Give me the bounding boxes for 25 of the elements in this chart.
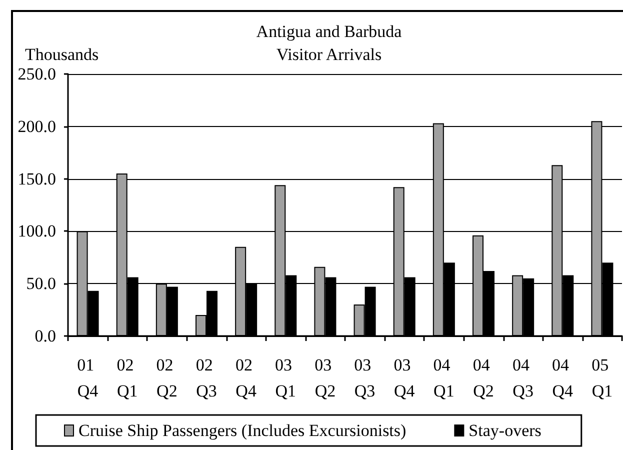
x-tick-label: 04 Q2 [472, 356, 494, 400]
x-tick-label: 02 Q2 [156, 356, 178, 400]
y-axis-title: Thousands [25, 45, 99, 64]
y-tick-label: 250.0 [18, 64, 56, 84]
x-tick-label: 05 Q1 [592, 356, 613, 400]
x-tick-label: 02 Q4 [235, 356, 257, 400]
chart-subtitle: Visitor Arrivals [276, 45, 382, 64]
y-tick-label: 50.0 [26, 274, 56, 294]
y-tick-label: 200.0 [18, 116, 56, 136]
x-tick-label: 04 Q4 [552, 356, 574, 400]
x-tick-label: 02 Q1 [116, 356, 138, 400]
y-tick-label: 150.0 [18, 169, 56, 188]
x-tick-label: 03 Q4 [394, 356, 416, 400]
chart-title: Antigua and Barbuda [256, 22, 402, 41]
legend-label: Cruise Ship Passengers (Includes Excursionists) [78, 421, 406, 440]
legend-label: Stay-overs [468, 421, 542, 440]
x-tick-label: 01 Q4 [77, 356, 99, 400]
x-tick-label: 04 Q1 [433, 356, 455, 400]
x-tick-label: 03 Q1 [275, 356, 296, 400]
y-tick-label: 100.0 [18, 222, 56, 241]
y-tick-label: 0.0 [34, 326, 56, 346]
x-tick-label: 04 Q3 [512, 356, 534, 400]
x-tick-label: 03 Q2 [314, 356, 336, 400]
x-tick-label: 02 Q3 [196, 356, 218, 400]
x-tick-label: 03 Q3 [354, 356, 376, 400]
